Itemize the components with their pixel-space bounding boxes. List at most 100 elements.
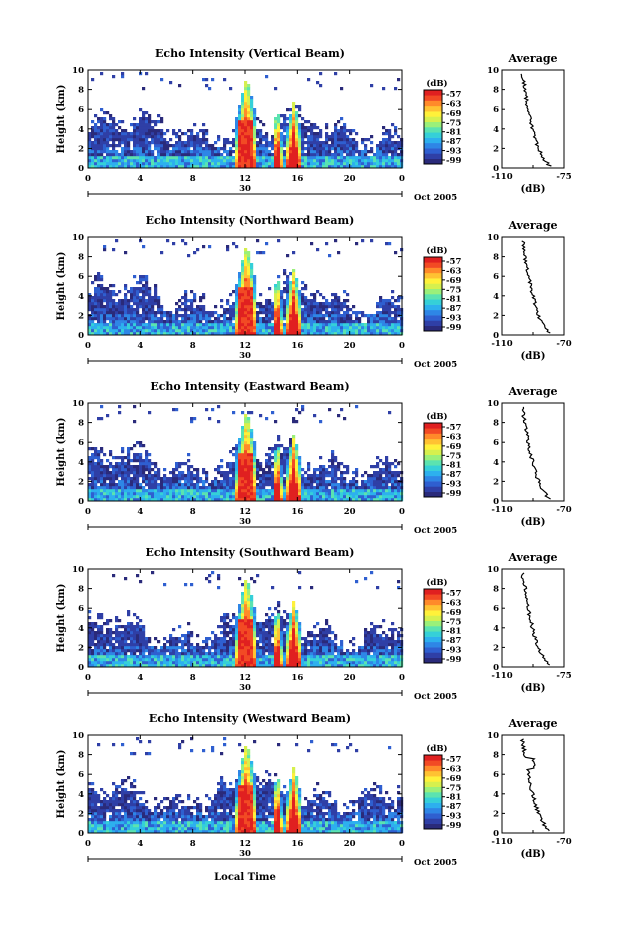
colorbar-tick-label: -93 — [446, 314, 461, 324]
colorbar-swatch — [424, 127, 442, 133]
y-tick-label: 4 — [78, 292, 84, 302]
profile-x-tick-label: -110 — [491, 339, 512, 349]
colorbar-swatch — [424, 428, 442, 434]
date-month-label: Oct 2005 — [414, 858, 457, 868]
profile-frame — [501, 402, 565, 502]
profile-frame — [501, 69, 565, 169]
panel-2: Echo Intensity (Northward Beam) 0 2 4 6 8 10 He… — [56, 214, 572, 370]
colorbar-tick-label: -69 — [446, 774, 461, 784]
colorbar-swatch — [424, 652, 442, 659]
x-tick-label: 8 — [190, 341, 196, 351]
x-tick-label: 8 — [190, 839, 196, 849]
echo-field — [88, 72, 404, 169]
date-day-label: 30 — [239, 683, 251, 693]
y-axis-label: Height (km) — [56, 750, 67, 819]
colorbar-tick-label: -81 — [446, 627, 461, 637]
colorbar-swatch — [424, 470, 442, 477]
x-tick-label: 20 — [344, 839, 356, 849]
colorbar-swatch — [424, 121, 442, 128]
y-axis-label: Height (km) — [56, 252, 67, 321]
profile-y-tick-label: 4 — [493, 458, 499, 468]
y-tick-label: 6 — [78, 105, 84, 115]
colorbar-swatch — [424, 615, 442, 622]
x-tick-label: 16 — [291, 839, 303, 849]
colorbar-tick-label: -99 — [446, 655, 461, 665]
x-tick-label: 0 — [399, 341, 405, 351]
date-month-label: Oct 2005 — [414, 193, 457, 203]
colorbar-swatch — [424, 132, 442, 138]
colorbar-swatch — [424, 90, 442, 96]
colorbar-swatch — [424, 257, 442, 263]
colorbar-swatch — [424, 604, 442, 611]
y-tick-label: 0 — [78, 829, 84, 839]
profile-frame — [501, 568, 565, 668]
y-tick-label: 0 — [78, 497, 84, 507]
colorbar-swatch — [424, 755, 442, 761]
x-tick-label: 0 — [399, 174, 405, 184]
colorbar-swatch — [424, 792, 442, 798]
profile-y-tick-label: 8 — [493, 751, 499, 761]
colorbar-tick-label: -81 — [446, 793, 461, 803]
x-tick-label: 0 — [85, 341, 91, 351]
colorbar-tick-label: -57 — [446, 257, 461, 267]
profile-x-tick-label: -70 — [556, 837, 571, 847]
colorbar-swatch — [424, 641, 442, 648]
panel-title: Echo Intensity (Westward Beam) — [149, 712, 351, 725]
x-tick-label: 0 — [399, 673, 405, 683]
y-tick-label: 0 — [78, 164, 84, 174]
y-tick-label: 10 — [72, 399, 84, 409]
x-axis-label: Local Time — [214, 872, 276, 883]
colorbar-swatch — [424, 475, 442, 482]
colorbar-swatch — [424, 272, 442, 279]
panel-title: Echo Intensity (Southward Beam) — [146, 546, 355, 559]
colorbar-label: (dB) — [426, 577, 447, 588]
colorbar-swatch — [424, 278, 442, 284]
profile-y-tick-label: 6 — [493, 438, 499, 448]
y-tick-label: 10 — [72, 66, 84, 76]
profile-y-tick-label: 0 — [493, 497, 499, 507]
y-tick-label: 4 — [78, 125, 84, 135]
colorbar-swatch — [424, 111, 442, 117]
colorbar-swatch — [424, 433, 442, 440]
profile-y-tick-label: 10 — [487, 233, 499, 243]
colorbar-swatch — [424, 481, 442, 487]
colorbar-swatch — [424, 116, 442, 123]
panel-title: Echo Intensity (Northward Beam) — [146, 214, 355, 227]
profile-x-tick-label: -70 — [556, 505, 571, 515]
colorbar-swatch — [424, 626, 442, 632]
profile-y-tick-label: 2 — [493, 477, 499, 487]
colorbar-tick-label: -63 — [446, 99, 461, 109]
colorbar-swatch — [424, 444, 442, 450]
x-tick-label: 0 — [85, 839, 91, 849]
profile-x-tick-label: -70 — [556, 339, 571, 349]
colorbar-tick-label: -63 — [446, 266, 461, 276]
colorbar-swatch — [424, 620, 442, 627]
x-tick-label: 12 — [239, 341, 251, 351]
colorbar-tick-label: -63 — [446, 764, 461, 774]
colorbar-swatch — [424, 158, 442, 165]
colorbar-swatch — [424, 610, 442, 616]
profile-line — [521, 240, 551, 334]
profile-y-tick-label: 6 — [493, 604, 499, 614]
colorbar-swatch — [424, 454, 442, 461]
x-tick-label: 0 — [85, 174, 91, 184]
colorbar-swatch — [424, 309, 442, 316]
colorbar-swatch — [424, 294, 442, 300]
profile-y-tick-label: 10 — [487, 731, 499, 741]
colorbar-tick-label: -93 — [446, 480, 461, 490]
x-tick-label: 12 — [239, 839, 251, 849]
y-tick-label: 2 — [78, 311, 84, 321]
echo-field — [88, 239, 404, 336]
colorbar-swatch — [424, 153, 442, 160]
profile-y-tick-label: 8 — [493, 86, 499, 96]
profile-title: Average — [507, 551, 557, 564]
profile-x-label: (dB) — [521, 517, 546, 528]
colorbar-swatch — [424, 262, 442, 268]
x-tick-label: 20 — [344, 507, 356, 517]
colorbar-tick-label: -93 — [446, 646, 461, 656]
y-tick-label: 8 — [78, 751, 84, 761]
colorbar-frame — [423, 588, 443, 664]
profile-line — [519, 738, 550, 832]
colorbar-tick-label: -87 — [446, 304, 461, 314]
colorbar-swatch — [424, 770, 442, 777]
